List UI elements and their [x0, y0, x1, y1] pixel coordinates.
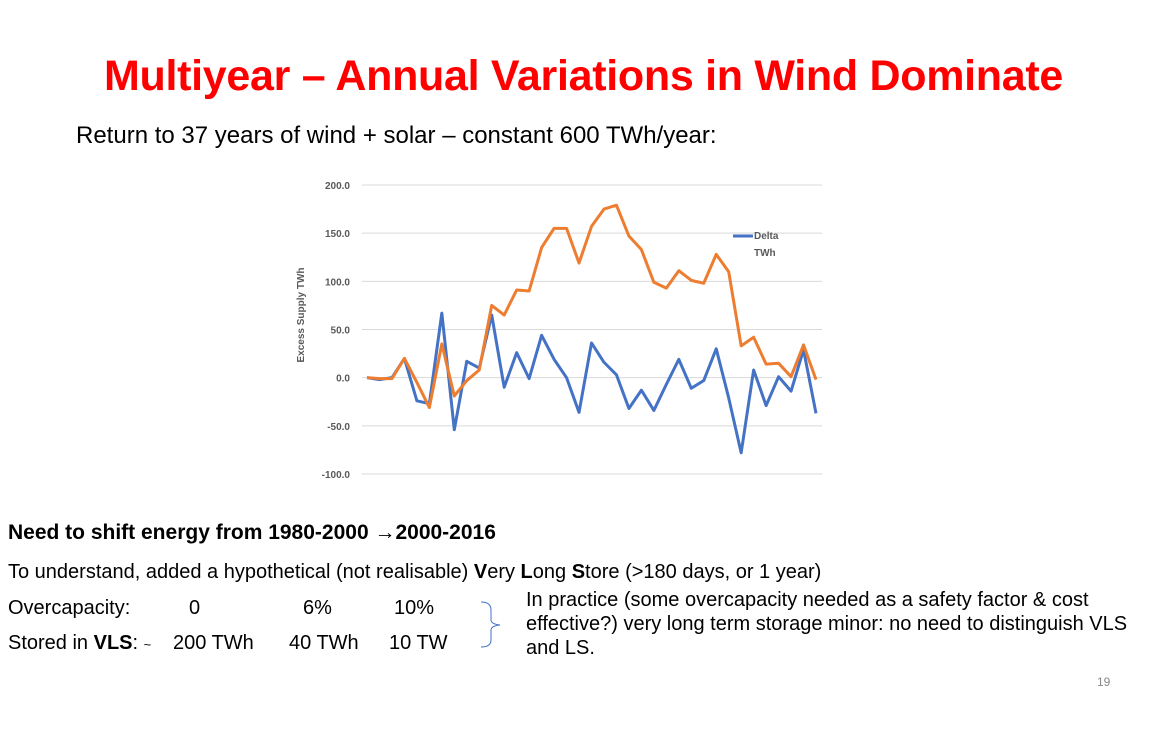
- heading-text: 2000-2016: [395, 521, 496, 544]
- y-tick-label: 150.0: [325, 229, 350, 240]
- text: S: [571, 561, 586, 583]
- body-heading: Need to shift energy from 1980-2000 →200…: [8, 521, 496, 545]
- y-tick-label: 0.0: [336, 374, 350, 385]
- slide-title: Multiyear – Annual Variations in Wind Do…: [103, 52, 1064, 100]
- y-tick-label: 100.0: [325, 277, 350, 288]
- y-axis-label: Excess Supply TWh: [296, 267, 307, 362]
- stored-label: Stored in VLS: ~: [8, 632, 151, 655]
- legend-label: TWh: [754, 248, 776, 259]
- page-number: 19: [1097, 675, 1111, 689]
- slide-subtitle: Return to 37 years of wind + solar – con…: [76, 122, 717, 149]
- text: ong: [532, 561, 572, 583]
- text: L: [520, 561, 533, 583]
- overcapacity-value: 0: [189, 597, 201, 619]
- y-tick-label: -100.0: [322, 470, 351, 481]
- stored-value: 40 TWh: [289, 632, 359, 654]
- arrow-icon: →: [374, 521, 396, 544]
- stored-value: 200 TWh: [173, 632, 254, 654]
- y-tick-label: -50.0: [327, 422, 350, 433]
- text: VLS: [93, 632, 133, 654]
- stored-value: 10 TW: [389, 632, 448, 654]
- brace-icon: [480, 601, 501, 648]
- text: ~: [143, 637, 152, 652]
- y-tick-label: 200.0: [325, 181, 350, 192]
- text: To understand, added a hypothetical (not…: [8, 561, 474, 583]
- overcapacity-value: 10%: [394, 597, 435, 619]
- overcapacity-label: Overcapacity:: [8, 597, 131, 619]
- legend-label: Delta: [754, 231, 779, 242]
- text: :: [132, 632, 144, 654]
- y-tick-label: 50.0: [331, 326, 351, 337]
- text: tore (>180 days, or 1 year): [585, 561, 822, 583]
- body-line-vls: To understand, added a hypothetical (not…: [8, 561, 821, 584]
- line-chart: 200.0 150.0 100.0 50.0 0.0 -50.0 -100.0 Excess…: [296, 181, 822, 481]
- text: ery: [487, 561, 521, 583]
- text: Stored in: [8, 632, 94, 654]
- overcapacity-value: 6%: [303, 597, 332, 619]
- legend: Delta TWh: [733, 231, 779, 259]
- heading-text: Need to shift energy from 1980-2000: [8, 521, 375, 544]
- text: V: [473, 561, 488, 583]
- practice-note: In practice (some overcapacity needed as…: [526, 589, 1128, 659]
